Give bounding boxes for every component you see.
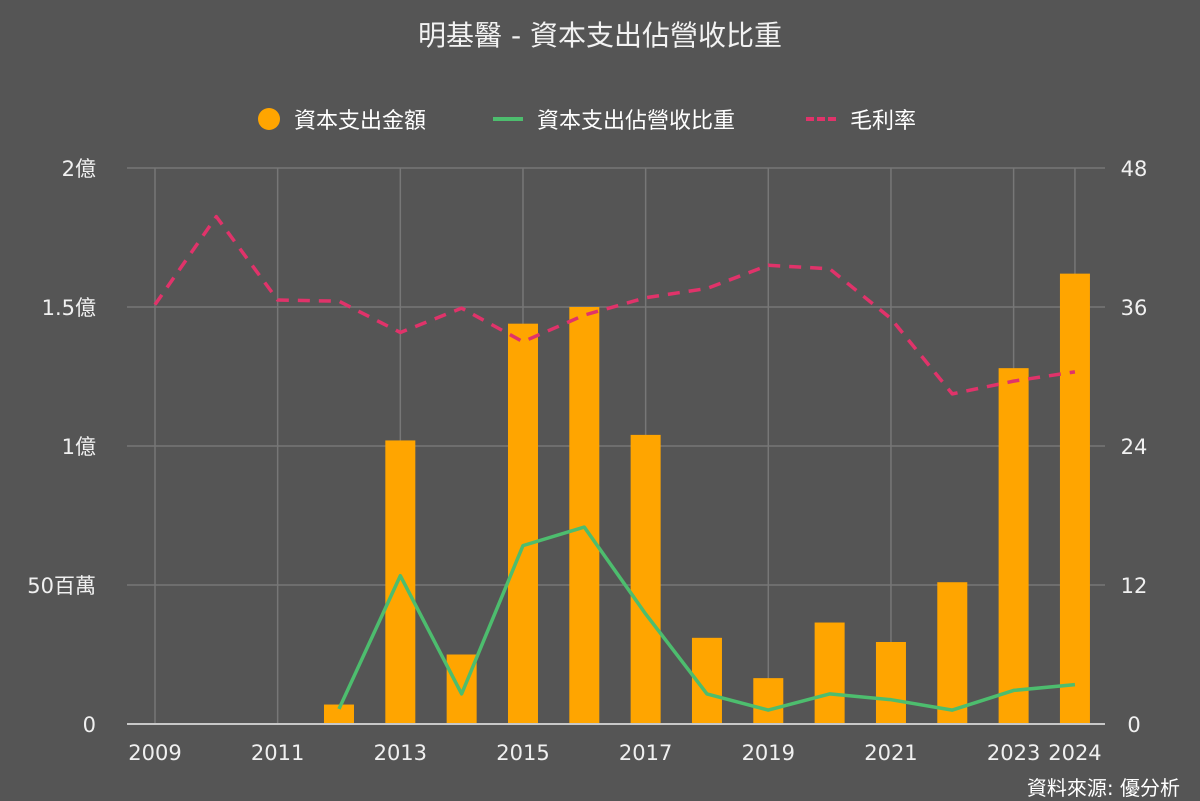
- capex-bars: [323, 273, 1090, 724]
- capex-bar: [1059, 273, 1090, 724]
- legend-label-ratio: 資本支出佔營收比重: [537, 109, 736, 134]
- legend-line-icon: [493, 117, 523, 121]
- capex-bar: [814, 622, 845, 724]
- lines: [153, 214, 1076, 712]
- y-right-tick-label: 36: [1121, 296, 1148, 320]
- capex-bar: [569, 307, 600, 724]
- y-right-tick-label: 0: [1127, 713, 1140, 737]
- legend-label-margin: 毛利率: [850, 109, 917, 134]
- capex-ratio-line: [337, 525, 1076, 712]
- legend-item-capex[interactable]: 資本支出金額: [258, 102, 426, 136]
- x-tick-label: 2017: [619, 741, 672, 765]
- x-tick-label: 2023: [987, 741, 1040, 765]
- x-tick-label: 2011: [251, 741, 304, 765]
- chart-title: 明基醫 - 資本支出佔營收比重: [418, 19, 782, 52]
- x-tick-label: 2015: [496, 741, 549, 765]
- gross-margin-line: [153, 214, 1076, 396]
- x-tick-label: 2024: [1048, 741, 1101, 765]
- y-left-tick-label: 2億: [62, 157, 96, 181]
- capex-bar: [630, 434, 661, 724]
- x-tick-label: 2019: [742, 741, 795, 765]
- axes: 0 50百萬 1億 1.5億 2億 0 12 24 36 48 2009 2011 2013 2015 20…: [27, 157, 1147, 765]
- x-tick-label: 2009: [128, 741, 181, 765]
- y-left-tick-label: 0: [83, 713, 96, 737]
- capex-bar: [385, 440, 416, 724]
- y-left-tick-label: 1億: [62, 435, 96, 459]
- legend-dot-icon: [258, 108, 280, 130]
- legend-dashed-line-icon: [806, 117, 836, 121]
- y-right-tick-label: 48: [1121, 157, 1148, 181]
- source-note: 資料來源: 優分析: [1026, 776, 1180, 800]
- legend-item-margin[interactable]: 毛利率: [806, 102, 916, 136]
- capex-bar: [937, 582, 968, 724]
- y-left-tick-label: 1.5億: [42, 296, 96, 320]
- legend: 資本支出金額 資本支出佔營收比重 毛利率: [0, 102, 1200, 136]
- capex-bar: [753, 678, 784, 724]
- y-left-tick-label: 50百萬: [27, 574, 96, 598]
- legend-label-capex: 資本支出金額: [294, 109, 427, 134]
- legend-item-ratio[interactable]: 資本支出佔營收比重: [493, 102, 735, 136]
- y-right-tick-label: 12: [1121, 574, 1148, 598]
- capex-bar: [998, 368, 1029, 724]
- x-tick-label: 2013: [374, 741, 427, 765]
- y-right-tick-label: 24: [1121, 435, 1148, 459]
- capex-bar: [507, 323, 538, 724]
- capex-bar: [875, 641, 906, 724]
- x-tick-label: 2021: [864, 741, 917, 765]
- capex-bar: [323, 704, 354, 724]
